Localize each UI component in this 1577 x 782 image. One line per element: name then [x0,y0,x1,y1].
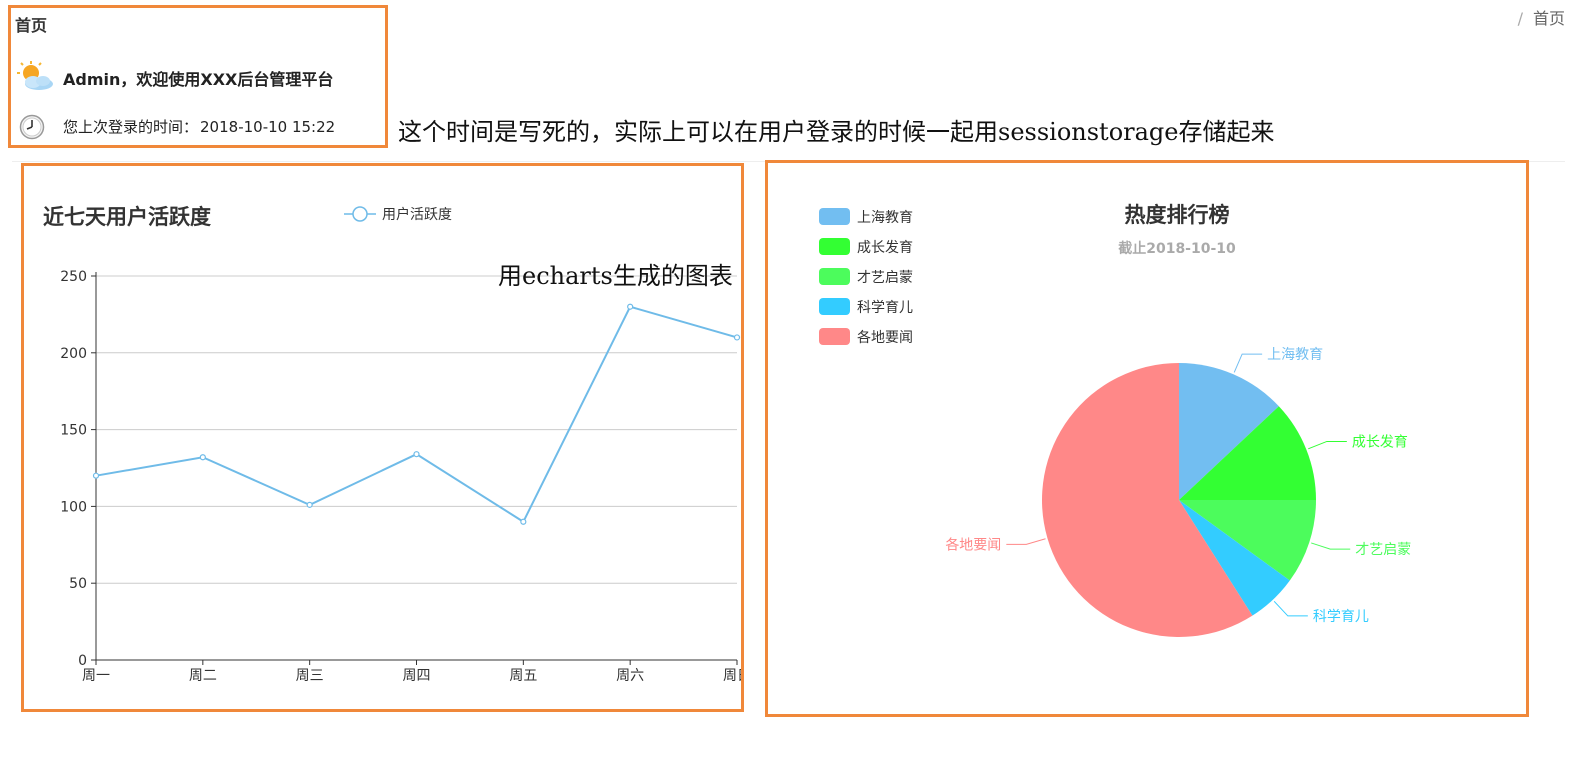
label-line [1311,542,1351,550]
y-tick-label: 150 [60,423,87,439]
chart-title: 近七天用户活跃度 [43,205,211,229]
pie-slice[interactable] [1042,363,1253,637]
legend-label: 科学育儿 [857,300,913,316]
x-tick-label: 周一 [82,668,110,684]
y-tick-label: 0 [78,653,87,669]
pie-slice[interactable] [1179,406,1316,500]
breadcrumb: / 首页 [1518,5,1565,29]
pie-legend-item[interactable]: 科学育儿 [819,298,913,316]
legend-label: 才艺启蒙 [857,270,913,286]
legend-marker [352,206,368,222]
pie-title: 热度排行榜 [1125,203,1230,227]
label-line [1006,538,1046,545]
pie-legend-item[interactable]: 成长发育 [819,238,913,256]
breadcrumb-separator: / [1517,9,1523,28]
x-tick-label: 周日 [723,668,741,684]
x-tick-label: 周五 [509,668,537,684]
pie-slice[interactable] [1179,363,1279,500]
x-tick-label: 周六 [616,668,644,684]
legend-label: 成长发育 [857,240,913,256]
data-point [520,518,527,525]
ranking-pie-chart: 热度排行榜 截止2018-10-10 上海教育成长发育才艺启蒙科学育儿各地要闻 … [819,203,1411,637]
welcome-text: Admin，欢迎使用XXX后台管理平台 [63,70,334,89]
y-tick-label: 200 [60,346,87,362]
slice-label: 上海教育 [1267,347,1323,363]
x-tick-label: 周三 [296,668,324,684]
pie-slice[interactable] [1179,500,1290,616]
data-point [306,501,313,508]
clock-icon [19,114,45,140]
pie-slice[interactable] [1179,500,1316,581]
activity-line-chart: 近七天用户活跃度 用户活跃度 0 50 100 150 200 250 周一 周二 周三 周四 周… [43,205,741,684]
time-annotation: 这个时间是写死的，实际上可以在用户登录的时候一起用sessionstorage存… [398,118,1275,146]
last-login-label: 您上次登录的时间： [63,118,199,136]
slice-label: 科学育儿 [1313,609,1369,625]
welcome-panel: 首页 Admin，欢迎使用XXX后台管理平台 您上次登录的时间： 2018-10-… [8,5,388,148]
label-line [1233,353,1263,373]
page-title: 首页 [15,16,48,35]
last-login-info: 您上次登录的时间： 2018-10-10 15:22 [63,116,335,137]
legend-swatch [819,328,850,345]
breadcrumb-current[interactable]: 首页 [1532,9,1565,28]
data-point [92,472,100,479]
legend-swatch [819,208,850,225]
chart-legend[interactable]: 用户活跃度 [344,206,452,223]
last-login-value: 2018-10-10 15:22 [200,118,336,136]
label-line [1273,600,1308,617]
chart-annotation: 用echarts生成的图表 [498,262,733,290]
legend-label: 上海教育 [857,210,913,226]
slice-label: 才艺启蒙 [1355,542,1411,558]
data-point [733,334,741,341]
y-tick-label: 250 [60,269,87,285]
legend-label: 用户活跃度 [382,206,452,223]
legend-swatch [819,238,850,255]
pie-legend-item[interactable]: 上海教育 [819,208,913,226]
x-tick-label: 周四 [403,668,431,684]
series-line [95,305,738,524]
y-tick-label: 50 [69,576,87,592]
label-line [1308,440,1347,450]
data-point [413,451,420,458]
pie-legend-item[interactable]: 才艺启蒙 [819,268,913,286]
y-tick-label: 100 [60,499,87,515]
legend-label: 各地要闻 [857,330,913,346]
data-point [627,303,634,310]
slice-label: 成长发育 [1352,434,1408,450]
pie-legend-item[interactable]: 各地要闻 [819,328,913,346]
pie-subtitle: 截止2018-10-10 [1118,240,1236,257]
legend-swatch [819,298,850,315]
activity-chart-panel: 近七天用户活跃度 用户活跃度 0 50 100 150 200 250 周一 周二 周三 周四 周… [21,163,744,712]
x-tick-label: 周二 [189,668,217,684]
ranking-chart-panel: 热度排行榜 截止2018-10-10 上海教育 成长发育 才艺启蒙 科学育儿 各地要闻 … [765,160,1529,717]
slice-label: 各地要闻 [945,537,1001,553]
sun-cloud-icon [17,61,53,90]
data-point [199,454,206,461]
legend-swatch [819,268,850,285]
